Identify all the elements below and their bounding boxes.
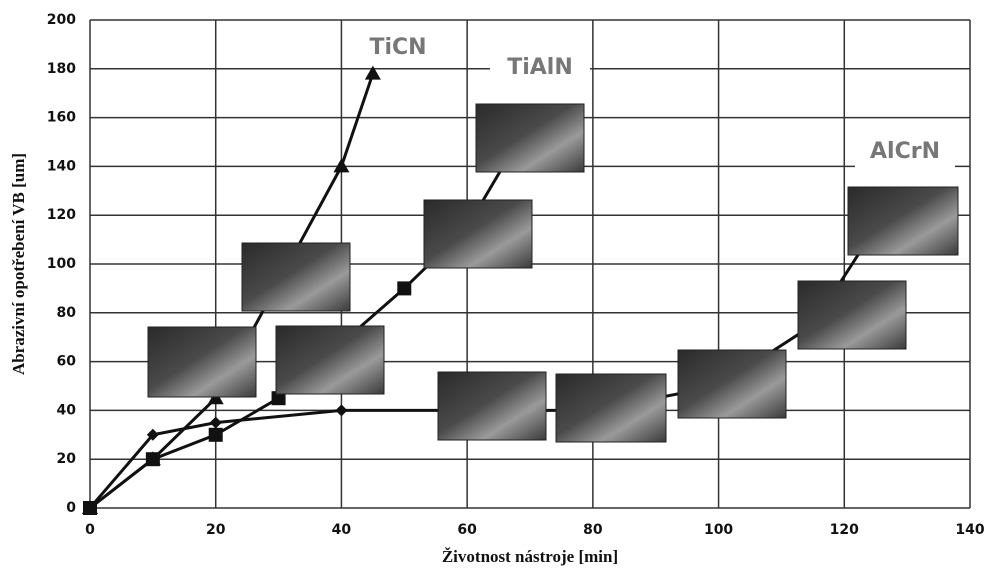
- y-tick-label: 60: [57, 354, 77, 370]
- x-tick-label: 20: [206, 522, 226, 538]
- data-point: [333, 158, 349, 172]
- y-tick-label: 200: [47, 12, 76, 28]
- y-tick-label: 100: [47, 256, 76, 272]
- y-tick-label: 80: [57, 305, 77, 321]
- data-point: [146, 452, 160, 466]
- inset-photo: [556, 374, 666, 442]
- y-tick-label: 40: [57, 402, 77, 418]
- inset-photo: [438, 372, 546, 440]
- x-tick-label: 40: [332, 522, 352, 538]
- inset-photo: [476, 104, 584, 172]
- inset-photo: [848, 187, 958, 255]
- inset-photo: [242, 243, 350, 311]
- x-tick-label: 80: [583, 522, 603, 538]
- series-label: TiCN: [369, 35, 426, 60]
- data-point: [209, 428, 223, 442]
- data-point: [365, 66, 381, 80]
- data-point: [210, 417, 222, 429]
- y-tick-label: 20: [57, 451, 77, 467]
- x-tick-label: 120: [830, 522, 859, 538]
- y-tick-label: 140: [47, 158, 76, 174]
- x-axis-title: Životnost nástroje [min]: [442, 547, 618, 566]
- inset-photo: [424, 200, 532, 268]
- x-tick-label: 0: [85, 522, 95, 538]
- data-point: [335, 404, 347, 416]
- y-tick-label: 120: [47, 207, 76, 223]
- chart: 0 20 40 60 80 100 120 140 160 180 200 0 20 40 60 80 100 1…: [0, 0, 989, 571]
- inset-photo: [276, 326, 384, 394]
- inset-photo: [148, 327, 256, 397]
- data-point: [397, 281, 411, 295]
- y-tick-label: 0: [66, 500, 76, 516]
- series-label: TiAlN: [507, 55, 573, 80]
- series-label: AlCrN: [870, 139, 940, 164]
- inset-photo: [678, 350, 786, 418]
- y-tick-label: 180: [47, 61, 76, 77]
- x-tick-label: 100: [704, 522, 733, 538]
- x-tick-label: 60: [457, 522, 477, 538]
- insets: [148, 104, 958, 442]
- y-axis-title: Abrazivní opotřebení VB [um]: [9, 153, 28, 375]
- inset-photo: [798, 281, 906, 349]
- x-tick-label: 140: [955, 522, 984, 538]
- y-tick-label: 160: [47, 110, 76, 126]
